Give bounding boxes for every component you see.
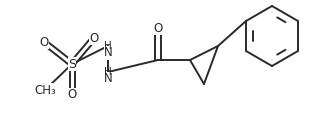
Text: O: O (67, 88, 76, 102)
Text: O: O (40, 36, 49, 49)
Text: O: O (89, 32, 98, 44)
Text: N: N (104, 72, 112, 86)
Text: O: O (153, 22, 163, 35)
Text: CH₃: CH₃ (34, 84, 56, 97)
Text: N: N (104, 46, 112, 59)
Text: H: H (104, 67, 112, 77)
Text: H: H (104, 41, 112, 51)
Text: S: S (68, 57, 76, 71)
